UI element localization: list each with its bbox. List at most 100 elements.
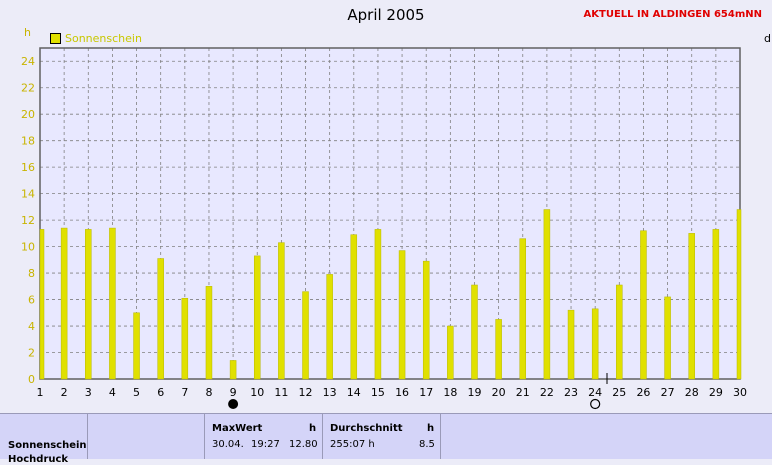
y-tick-label: 16 [21, 161, 35, 174]
bar-day-13 [326, 274, 333, 380]
bar-day-29 [712, 229, 720, 380]
x-tick-label: 5 [133, 386, 140, 399]
new-moon-icon [228, 399, 239, 409]
bar-day-5 [133, 312, 140, 380]
legend: Sonnenschein [50, 32, 142, 45]
page-title: April 2005 [347, 6, 425, 24]
bar-day-3 [85, 229, 92, 380]
legend-label: Sonnenschein [65, 32, 142, 45]
max-date: 30.04. [212, 439, 244, 450]
y-tick-label: 22 [21, 82, 35, 95]
avg-unit: h [427, 423, 435, 434]
bar-day-7 [181, 297, 189, 380]
max-time: 19:27 [251, 439, 280, 450]
bar-day-10 [253, 255, 261, 380]
y-tick-label: 8 [28, 267, 35, 280]
x-tick-label: 13 [323, 386, 337, 399]
x-tick-label: 11 [274, 386, 288, 399]
footer-label-cell: Sonnenschein Hochdruck [0, 414, 88, 465]
footer-avg-cell: Durchschnitt h 255:07 h 8.5 [323, 414, 441, 459]
y-tick-label: 20 [21, 108, 35, 121]
y-tick-label: 4 [28, 320, 35, 333]
max-unit: h [309, 423, 317, 434]
plot-area [40, 48, 740, 379]
summary-footer: Sonnenschein Hochdruck MaxWert h 30.04. … [0, 413, 772, 465]
x-tick-label: 3 [85, 386, 92, 399]
x-tick-label: 6 [157, 386, 164, 399]
y-axis-unit-right: d [764, 32, 771, 45]
x-tick-label: 16 [395, 386, 409, 399]
y-tick-label: 12 [21, 214, 35, 227]
y-tick-label: 10 [21, 241, 35, 254]
bar-day-20 [495, 319, 502, 380]
bar-day-28 [688, 233, 695, 380]
x-tick-label: 24 [588, 386, 602, 399]
x-tick-label: 8 [205, 386, 212, 399]
avg-value: 8.5 [419, 439, 435, 450]
x-tick-label: 9 [230, 386, 237, 399]
legend-swatch [50, 33, 61, 44]
full-moon-icon [590, 398, 601, 410]
bar-day-11 [278, 242, 285, 380]
x-tick-label: 19 [467, 386, 481, 399]
bar-day-16 [398, 250, 406, 380]
bar-day-9 [229, 360, 237, 380]
bar-day-2 [60, 227, 68, 380]
y-tick-label: 2 [28, 347, 35, 360]
y-tick-label: 6 [28, 294, 35, 307]
x-tick-label: 21 [516, 386, 530, 399]
bar-day-8 [205, 286, 213, 380]
bar-day-23 [567, 309, 575, 380]
max-value: 12.80 [289, 439, 318, 450]
y-tick-label: 0 [28, 373, 35, 386]
x-tick-label: 29 [709, 386, 723, 399]
avg-header: Durchschnitt [330, 423, 403, 434]
avg-total: 255:07 h [330, 439, 375, 450]
x-tick-label: 26 [636, 386, 650, 399]
y-axis-unit-left: h [24, 26, 31, 39]
x-tick-label: 4 [109, 386, 116, 399]
bar-day-17 [422, 260, 430, 380]
bar-day-18 [447, 325, 454, 380]
bar-day-14 [350, 234, 358, 380]
bar-day-1 [39, 229, 45, 380]
bar-day-6 [157, 258, 164, 380]
bar-day-25 [616, 284, 623, 380]
bar-day-26 [640, 230, 647, 380]
y-tick-label: 18 [21, 135, 35, 148]
footer-row1-label: Sonnenschein [8, 440, 87, 451]
x-tick-label: 2 [61, 386, 68, 399]
x-tick-label: 30 [733, 386, 747, 399]
x-tick-label: 27 [661, 386, 675, 399]
bar-day-4 [109, 227, 116, 380]
x-tick-label: 1 [37, 386, 44, 399]
bar-day-12 [302, 291, 309, 380]
x-tick-label: 20 [492, 386, 506, 399]
y-tick-label: 14 [21, 188, 35, 201]
station-label: AKTUELL IN ALDINGEN 654mNN [583, 9, 762, 20]
x-tick-label: 10 [250, 386, 264, 399]
x-tick-label: 25 [612, 386, 626, 399]
x-tick-label: 23 [564, 386, 578, 399]
bar-day-19 [471, 284, 478, 380]
max-header: MaxWert [212, 423, 263, 434]
x-tick-label: 18 [443, 386, 457, 399]
footer-trailing-cell [441, 414, 772, 459]
bar-day-27 [664, 296, 671, 380]
x-tick-label: 15 [371, 386, 385, 399]
x-tick-label: 12 [299, 386, 313, 399]
x-tick-label: 22 [540, 386, 554, 399]
bar-day-15 [374, 229, 382, 380]
footer-empty-cell [88, 414, 205, 459]
footer-max-cell: MaxWert h 30.04. 19:27 12.80 [205, 414, 323, 459]
y-tick-label: 24 [21, 55, 35, 68]
x-tick-label: 17 [419, 386, 433, 399]
bar-day-24 [591, 308, 599, 380]
x-tick-label: 28 [685, 386, 699, 399]
x-tick-label: 7 [181, 386, 188, 399]
x-tick-label: 14 [347, 386, 361, 399]
bar-day-30 [736, 209, 742, 380]
footer-row2-label: Hochdruck [8, 454, 69, 465]
bar-day-22 [543, 209, 551, 380]
